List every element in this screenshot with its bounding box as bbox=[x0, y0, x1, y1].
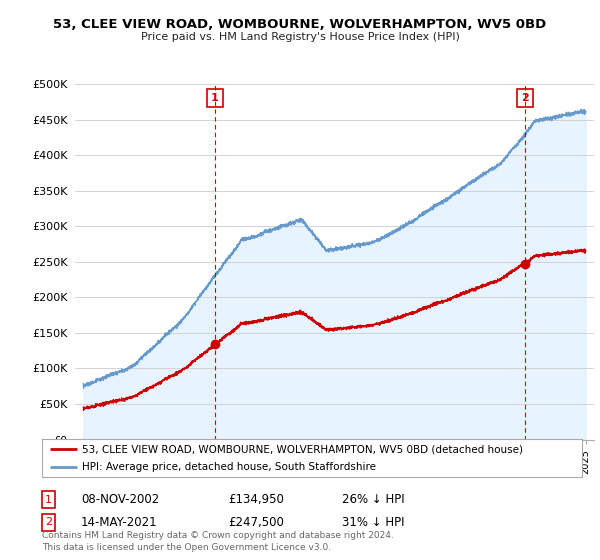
Text: 2: 2 bbox=[45, 517, 52, 528]
Text: Price paid vs. HM Land Registry's House Price Index (HPI): Price paid vs. HM Land Registry's House … bbox=[140, 32, 460, 43]
Text: 53, CLEE VIEW ROAD, WOMBOURNE, WOLVERHAMPTON, WV5 0BD: 53, CLEE VIEW ROAD, WOMBOURNE, WOLVERHAM… bbox=[53, 18, 547, 31]
Text: 1: 1 bbox=[45, 494, 52, 505]
Text: 14-MAY-2021: 14-MAY-2021 bbox=[81, 516, 158, 529]
Text: 2: 2 bbox=[521, 93, 529, 103]
Text: £247,500: £247,500 bbox=[228, 516, 284, 529]
Text: £134,950: £134,950 bbox=[228, 493, 284, 506]
Text: 08-NOV-2002: 08-NOV-2002 bbox=[81, 493, 159, 506]
Text: Contains HM Land Registry data © Crown copyright and database right 2024.
This d: Contains HM Land Registry data © Crown c… bbox=[42, 531, 394, 552]
Text: 26% ↓ HPI: 26% ↓ HPI bbox=[342, 493, 404, 506]
Text: 31% ↓ HPI: 31% ↓ HPI bbox=[342, 516, 404, 529]
Text: 1: 1 bbox=[211, 93, 219, 103]
Text: 53, CLEE VIEW ROAD, WOMBOURNE, WOLVERHAMPTON, WV5 0BD (detached house): 53, CLEE VIEW ROAD, WOMBOURNE, WOLVERHAM… bbox=[83, 444, 523, 454]
Text: HPI: Average price, detached house, South Staffordshire: HPI: Average price, detached house, Sout… bbox=[83, 462, 377, 472]
